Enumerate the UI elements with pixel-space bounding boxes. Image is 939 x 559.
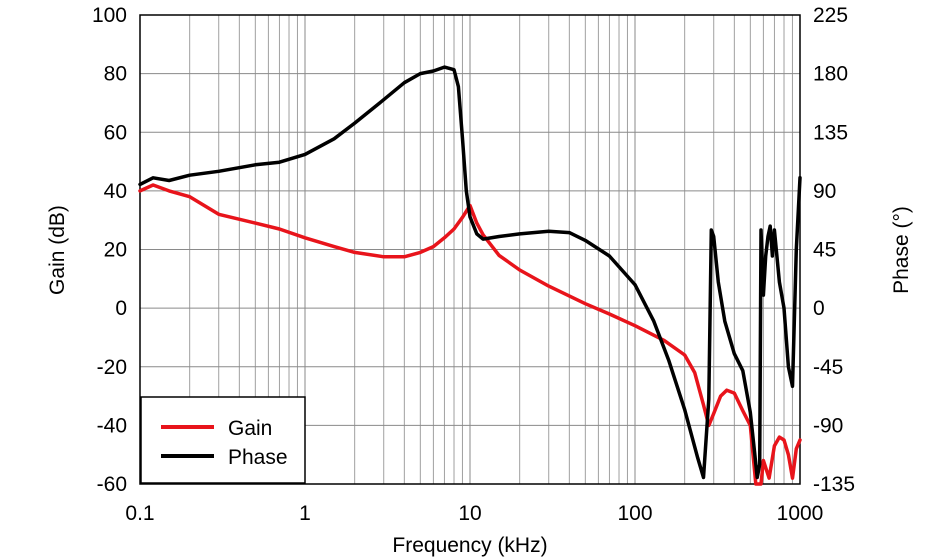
y-left-tick-label: 80 <box>104 63 127 86</box>
x-tick-label: 0.1 <box>125 502 154 525</box>
y-axis-right-label: Phase (°) <box>890 206 913 294</box>
x-tick-label: 1000 <box>777 502 824 525</box>
legend: Gain Phase <box>140 396 306 484</box>
legend-box <box>140 396 306 484</box>
x-axis-label: Frequency (kHz) <box>392 534 547 557</box>
y-right-tick-label: 180 <box>813 63 848 86</box>
y-right-tick-label: 135 <box>813 121 848 144</box>
plot-area-border <box>139 14 801 485</box>
y-left-tick-label: 20 <box>104 239 127 262</box>
y-left-tick-label: -40 <box>97 414 127 437</box>
legend-gain-label: Gain <box>228 417 272 440</box>
x-tick-label: 1 <box>299 502 311 525</box>
y-right-tick-label: 225 <box>813 4 848 27</box>
y-right-tick-label: 45 <box>813 239 836 262</box>
y-right-tick-label: 90 <box>813 180 836 203</box>
y-right-tick-label: -45 <box>813 356 843 379</box>
ticks-layer: 0.1 1 10 100 1000 100 80 60 40 20 0 -20 -40 -60 225 180… <box>92 4 855 525</box>
series-line-gain <box>138 183 802 486</box>
y-right-tick-label: -90 <box>813 414 843 437</box>
x-tick-label: 10 <box>458 502 481 525</box>
y-left-tick-label: 0 <box>115 297 127 320</box>
y-left-tick-label: 60 <box>104 121 127 144</box>
y-right-tick-label: 0 <box>813 297 825 320</box>
y-left-tick-label: -20 <box>97 356 127 379</box>
y-left-tick-label: 100 <box>92 4 127 27</box>
y-axis-left-label: Gain (dB) <box>46 205 69 295</box>
y-left-tick-label: -60 <box>97 473 127 496</box>
legend-phase-label: Phase <box>228 446 288 469</box>
y-left-tick-label: 40 <box>104 180 127 203</box>
series-line-phase <box>138 65 802 480</box>
series-layer <box>138 65 802 486</box>
y-right-tick-label: -135 <box>813 473 855 496</box>
x-tick-label: 100 <box>617 502 652 525</box>
